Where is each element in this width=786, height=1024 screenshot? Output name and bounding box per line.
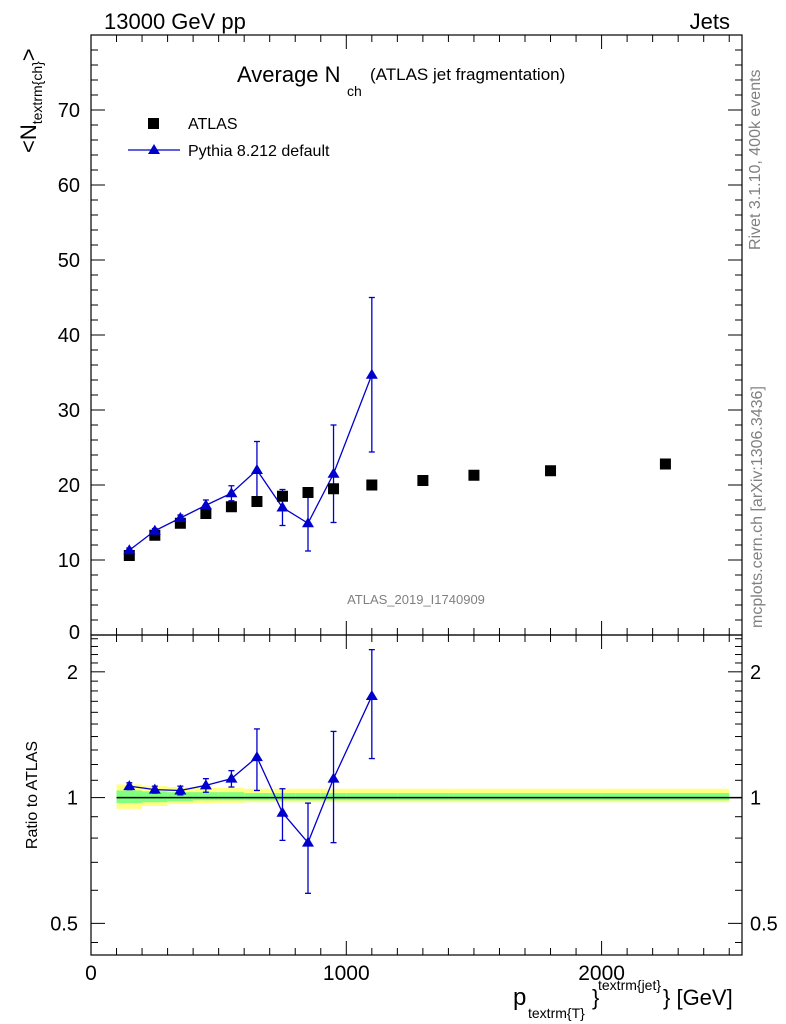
ratio-band-inner bbox=[167, 792, 194, 802]
main-y-tick-label: 70 bbox=[58, 100, 80, 122]
data-point bbox=[174, 517, 186, 529]
mc-point bbox=[327, 467, 340, 478]
title-main: Average N bbox=[237, 62, 341, 87]
ratio-y-tick-label: 2 bbox=[67, 662, 78, 684]
data-point bbox=[149, 529, 161, 541]
header-energy-label: 13000 GeV pp bbox=[104, 9, 246, 34]
ratio-band-inner bbox=[295, 793, 321, 801]
main-y-tick-label: 10 bbox=[58, 550, 80, 572]
ratio-frame bbox=[90, 634, 743, 956]
data-point bbox=[366, 479, 378, 491]
mc-point bbox=[148, 524, 161, 535]
main-y-tick-label: 60 bbox=[58, 175, 80, 197]
data-point bbox=[276, 490, 288, 502]
mc-point bbox=[199, 499, 212, 510]
plot-title: Average N ch (ATLAS jet fragmentation) bbox=[237, 62, 565, 99]
header-jets-label: Jets bbox=[690, 9, 730, 34]
x-axis-label: p textrm{T} } textrm{jet} } [GeV] bbox=[513, 977, 733, 1021]
data-point bbox=[417, 475, 429, 486]
ratio-point bbox=[123, 780, 136, 791]
ratio-band-inner bbox=[218, 792, 245, 801]
ratio-band-inner bbox=[142, 791, 168, 803]
main-y-tick-label: 20 bbox=[58, 475, 80, 497]
xlabel-post: } [GeV] bbox=[663, 985, 733, 1010]
ratio-band-inner bbox=[397, 793, 449, 801]
legend-mc-label: Pythia 8.212 default bbox=[188, 143, 330, 160]
mc-point bbox=[174, 512, 187, 522]
legend-data-marker bbox=[148, 118, 159, 129]
ratio-series-line bbox=[129, 695, 373, 844]
ratio-point bbox=[302, 836, 314, 847]
data-point bbox=[468, 469, 480, 481]
ratio-point bbox=[250, 751, 263, 762]
y-axis-label-ratio: Ratio to ATLAS bbox=[24, 741, 41, 849]
ratio-band-inner bbox=[193, 792, 219, 801]
ratio-panel: 0 1000 2000 0.5 0.5 1 1 2 2 bbox=[50, 634, 778, 985]
data-point bbox=[123, 550, 135, 561]
mc-point bbox=[123, 544, 136, 555]
mcplots-label: mcplots.cern.ch [arXiv:1306.3436] bbox=[749, 386, 766, 628]
ratio-y-tick-label: 0.5 bbox=[50, 913, 78, 935]
x-tick-label: 0 bbox=[85, 962, 97, 985]
x-tick-label: 2000 bbox=[578, 962, 625, 985]
main-y-tick-label: 40 bbox=[58, 325, 80, 347]
xlabel-p: p bbox=[513, 984, 526, 1011]
xlabel-brace: } bbox=[592, 985, 599, 1010]
data-point bbox=[200, 508, 212, 519]
data-point bbox=[545, 465, 557, 477]
data-point bbox=[225, 501, 237, 513]
analysis-id-label: ATLAS_2019_I1740909 bbox=[347, 592, 485, 607]
ratio-point bbox=[365, 690, 378, 701]
legend: ATLAS Pythia 8.212 default bbox=[128, 116, 330, 160]
title-sub: ch bbox=[347, 83, 362, 99]
ratio-band-inner bbox=[346, 793, 398, 801]
ratio-y-tick-label-right: 0.5 bbox=[750, 913, 778, 935]
x-tick-label: 1000 bbox=[323, 962, 370, 985]
main-y-tick-label: 50 bbox=[58, 250, 80, 272]
ratio-band-inner bbox=[601, 793, 730, 801]
data-point bbox=[659, 458, 671, 470]
y-axis-label-main: <Ntextrm{ch}> bbox=[16, 48, 45, 153]
main-y-tick-label: 0 bbox=[69, 622, 80, 644]
ratio-band-inner bbox=[499, 793, 602, 801]
ylabel-pre: <N bbox=[16, 124, 41, 153]
ratio-y-tick-label-right: 1 bbox=[750, 788, 761, 810]
ratio-band-inner bbox=[448, 793, 500, 801]
mc-point bbox=[250, 464, 263, 474]
svg-text:<Ntextrm{ch}>: <Ntextrm{ch}> bbox=[16, 48, 45, 153]
title-extra: (ATLAS jet fragmentation) bbox=[370, 65, 565, 84]
ratio-band-inner bbox=[244, 793, 270, 801]
ratio-y-tick-label-right: 2 bbox=[750, 662, 761, 684]
rivet-version-label: Rivet 3.1.10, 400k events bbox=[747, 69, 764, 250]
ylabel-sub: textrm{ch} bbox=[29, 61, 45, 124]
ylabel-post: > bbox=[16, 48, 41, 61]
ratio-point bbox=[327, 772, 340, 783]
ratio-point bbox=[174, 784, 187, 795]
data-point bbox=[328, 483, 340, 495]
main-panel: 0 10 20 30 40 50 60 70 bbox=[58, 34, 743, 644]
ratio-band-inner bbox=[116, 790, 143, 804]
main-y-tick-label: 30 bbox=[58, 400, 80, 422]
ratio-point bbox=[199, 779, 212, 790]
ratio-point bbox=[276, 806, 289, 817]
mc-point bbox=[302, 517, 314, 528]
xlabel-sup: textrm{jet} bbox=[598, 977, 661, 993]
data-point bbox=[251, 496, 263, 507]
mc-series-line bbox=[128, 374, 373, 551]
ratio-point bbox=[225, 772, 238, 783]
legend-mc-marker bbox=[148, 144, 160, 154]
data-point bbox=[302, 487, 314, 498]
xlabel-sub: textrm{T} bbox=[528, 1005, 585, 1021]
ratio-y-tick-label: 1 bbox=[67, 788, 78, 810]
legend-data-label: ATLAS bbox=[188, 116, 238, 133]
mc-point bbox=[365, 368, 378, 379]
mc-point bbox=[225, 487, 238, 498]
ratio-point bbox=[148, 783, 161, 794]
mc-point bbox=[276, 501, 289, 512]
